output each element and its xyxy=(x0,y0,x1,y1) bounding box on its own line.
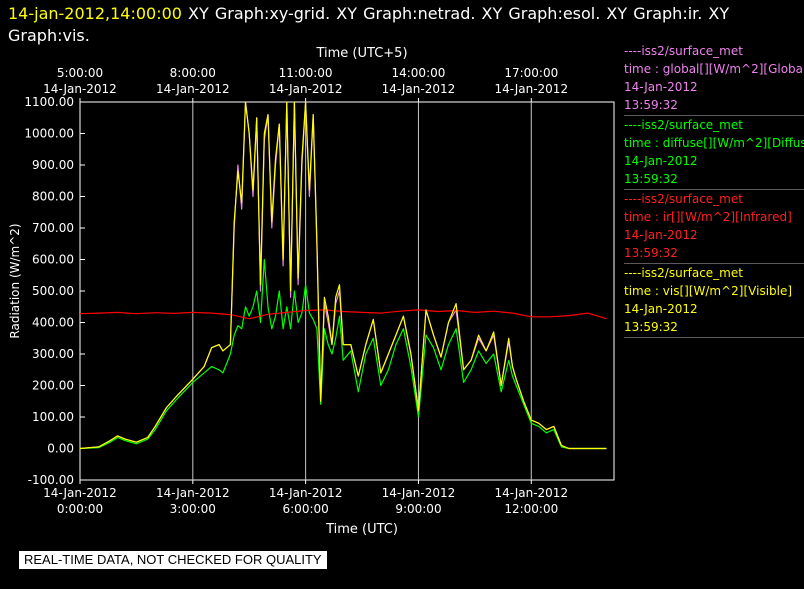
x2-tick-label-date: 14-Jan-2012 xyxy=(494,82,568,96)
x2-tick-label-date: 14-Jan-2012 xyxy=(43,82,117,96)
legend-time: 13:59:32 xyxy=(624,320,678,334)
x-tick-label-time: 9:00:00 xyxy=(395,502,441,516)
series-layer xyxy=(79,101,607,450)
x2-axis-title: Time (UTC+5) xyxy=(315,46,407,61)
quality-disclaimer: REAL-TIME DATA, NOT CHECKED FOR QUALITY xyxy=(19,551,327,569)
legend: ----iss2/surface_met time : global[][W/m… xyxy=(624,42,804,338)
x2-tick-label-time: 11:00:00 xyxy=(279,66,333,80)
x-tick-label-date: 14-Jan-2012 xyxy=(494,486,568,500)
x-tick-label-time: 0:00:00 xyxy=(57,502,103,516)
y-tick-label: 500.00 xyxy=(32,284,74,298)
x-tick-label-date: 14-Jan-2012 xyxy=(156,486,230,500)
page-title: 14-jan-2012,14:00:00 XY Graph:xy-grid. X… xyxy=(8,3,804,47)
x2-tick-label-time: 5:00:00 xyxy=(57,66,103,80)
legend-time: 13:59:32 xyxy=(624,172,678,186)
legend-date: 14-Jan-2012 xyxy=(624,80,698,94)
y-tick-label: 600.00 xyxy=(32,253,74,267)
y-tick-label: 300.00 xyxy=(32,347,74,361)
y-tick-label: 100.00 xyxy=(32,410,74,424)
timestamp: 14-jan-2012,14:00:00 xyxy=(8,4,182,23)
y-tick-label: 1100.00 xyxy=(24,95,74,109)
x-tick-label-time: 6:00:00 xyxy=(283,502,329,516)
y-tick-label: 200.00 xyxy=(32,379,74,393)
y-tick-label: 900.00 xyxy=(32,158,74,172)
legend-date: 14-Jan-2012 xyxy=(624,228,698,242)
series-global xyxy=(79,101,607,450)
legend-entry-visible: ----iss2/surface_met time : vis[][W/m^2]… xyxy=(624,264,804,338)
graph-title: XY Graph:xy-grid. XY Graph:netrad. XY Gr… xyxy=(8,4,730,45)
y-tick-label: 0.00 xyxy=(47,442,74,456)
legend-date: 14-Jan-2012 xyxy=(624,302,698,316)
x2-tick-label-time: 17:00:00 xyxy=(504,66,558,80)
y-tick-label: 1000.00 xyxy=(24,127,74,141)
legend-variable: time : ir[][W/m^2][Infrared] xyxy=(624,210,792,224)
legend-time: 13:59:32 xyxy=(624,246,678,260)
legend-time: 13:59:32 xyxy=(624,98,678,112)
y-tick-label: 800.00 xyxy=(32,190,74,204)
series-diffuse xyxy=(79,258,607,450)
legend-source: ----iss2/surface_met xyxy=(624,118,743,132)
x2-tick-label-time: 8:00:00 xyxy=(170,66,216,80)
plot-area xyxy=(79,101,615,481)
x2-tick-label-date: 14-Jan-2012 xyxy=(269,82,343,96)
x-tick-label-date: 14-Jan-2012 xyxy=(269,486,343,500)
legend-variable: time : vis[][W/m^2][Visible] xyxy=(624,284,793,298)
legend-date: 14-Jan-2012 xyxy=(624,154,698,168)
x2-tick-label-date: 14-Jan-2012 xyxy=(156,82,230,96)
legend-entry-diffuse: ----iss2/surface_met time : diffuse[][W/… xyxy=(624,116,804,190)
legend-entry-global: ----iss2/surface_met time : global[][W/m… xyxy=(624,42,804,116)
x2-tick-label-date: 14-Jan-2012 xyxy=(382,82,456,96)
x-tick-label-date: 14-Jan-2012 xyxy=(382,486,456,500)
axis-ticks: 14-Jan-2012 0:00:00 5:00:00 14-Jan-2012 14-J… xyxy=(24,66,568,516)
y-tick-label: -100.00 xyxy=(28,473,74,487)
y-tick-label: 400.00 xyxy=(32,316,74,330)
x2-tick-label-time: 14:00:00 xyxy=(391,66,445,80)
legend-variable: time : global[][W/m^2][Global xyxy=(624,62,804,76)
legend-variable: time : diffuse[][W/m^2][Diffuse xyxy=(624,136,804,150)
y-axis-title: Radiation (W/m^2) xyxy=(8,223,22,338)
series-infrared xyxy=(79,309,607,320)
x-tick-label-date: 14-Jan-2012 xyxy=(43,486,117,500)
legend-source: ----iss2/surface_met xyxy=(624,266,743,280)
x-tick-label-time: 12:00:00 xyxy=(504,502,558,516)
legend-entry-infrared: ----iss2/surface_met time : ir[][W/m^2][… xyxy=(624,190,804,264)
series-visible xyxy=(79,101,607,450)
legend-source: ----iss2/surface_met xyxy=(624,44,743,58)
y-tick-label: 700.00 xyxy=(32,221,74,235)
x-axis-title: Time (UTC) xyxy=(325,522,398,537)
legend-source: ----iss2/surface_met xyxy=(624,192,743,206)
x-tick-label-time: 3:00:00 xyxy=(170,502,216,516)
